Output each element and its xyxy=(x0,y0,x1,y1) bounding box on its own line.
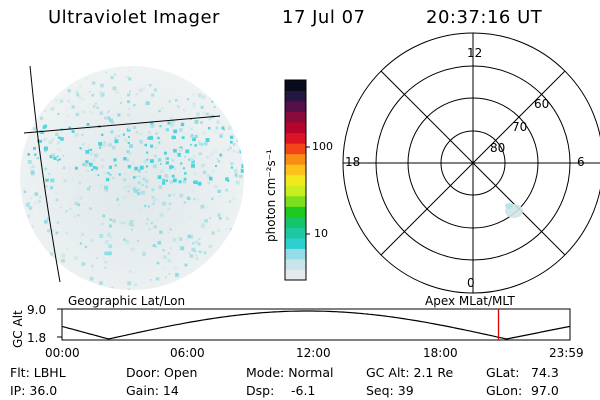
mlt-label-0: 0 xyxy=(467,276,475,290)
altitude-timeline xyxy=(57,308,571,341)
ip-status: IP: 36.0 xyxy=(10,383,58,398)
mlt-label-12: 12 xyxy=(467,46,483,60)
lat-label-70: 70 xyxy=(512,120,528,134)
apex-label: Apex MLat/MLT xyxy=(425,294,515,308)
instrument-title: Ultraviolet Imager xyxy=(48,7,220,28)
glat-label: GLat: xyxy=(486,365,520,380)
altitude-tick-high: 9.0 xyxy=(27,303,47,317)
colorbar-tick-100: 100 xyxy=(312,140,333,153)
time-tick-1800: 18:00 xyxy=(423,346,458,360)
time-label: 20:37:16 UT xyxy=(426,7,543,28)
date-label: 17 Jul 07 xyxy=(282,7,366,28)
filter-status: Flt: LBHL xyxy=(10,365,66,380)
seq-status: Seq: 39 xyxy=(366,383,414,398)
colorbar-tick-10: 10 xyxy=(314,227,328,240)
altitude-tick-low: 1.8 xyxy=(27,331,47,345)
geo-latitude-line xyxy=(23,115,221,134)
time-tick-0000: 00:00 xyxy=(45,346,80,360)
lat-label-60: 60 xyxy=(534,97,550,111)
colorbar-unit-label: photon cm⁻²s⁻¹ xyxy=(264,149,278,242)
lat-label-80: 80 xyxy=(490,141,506,155)
time-tick-2359: 23:59 xyxy=(549,346,584,360)
gain-status: Gain: 14 xyxy=(126,383,179,398)
time-tick-1200: 12:00 xyxy=(296,346,331,360)
altitude-axis-title: GC Alt xyxy=(11,310,25,348)
geographic-label: Geographic Lat/Lon xyxy=(68,294,186,308)
dsp-value: -6.1 xyxy=(291,383,316,398)
uv-image-disc xyxy=(20,65,244,290)
mlt-label-18: 18 xyxy=(345,155,361,169)
colorbar xyxy=(284,79,310,281)
glon-label: GLon: xyxy=(486,383,523,398)
door-status: Door: Open xyxy=(126,365,198,380)
glat-value: 74.3 xyxy=(531,365,559,380)
glon-value: 97.0 xyxy=(531,383,559,398)
gc-alt-status: GC Alt: 2.1 Re xyxy=(366,365,454,380)
mode-status: Mode: Normal xyxy=(246,365,334,380)
polar-plot xyxy=(342,32,600,294)
geo-longitude-line xyxy=(29,65,61,283)
dsp-label: Dsp: xyxy=(246,383,275,398)
time-tick-0600: 06:00 xyxy=(170,346,205,360)
mlt-label-6: 6 xyxy=(577,155,585,169)
